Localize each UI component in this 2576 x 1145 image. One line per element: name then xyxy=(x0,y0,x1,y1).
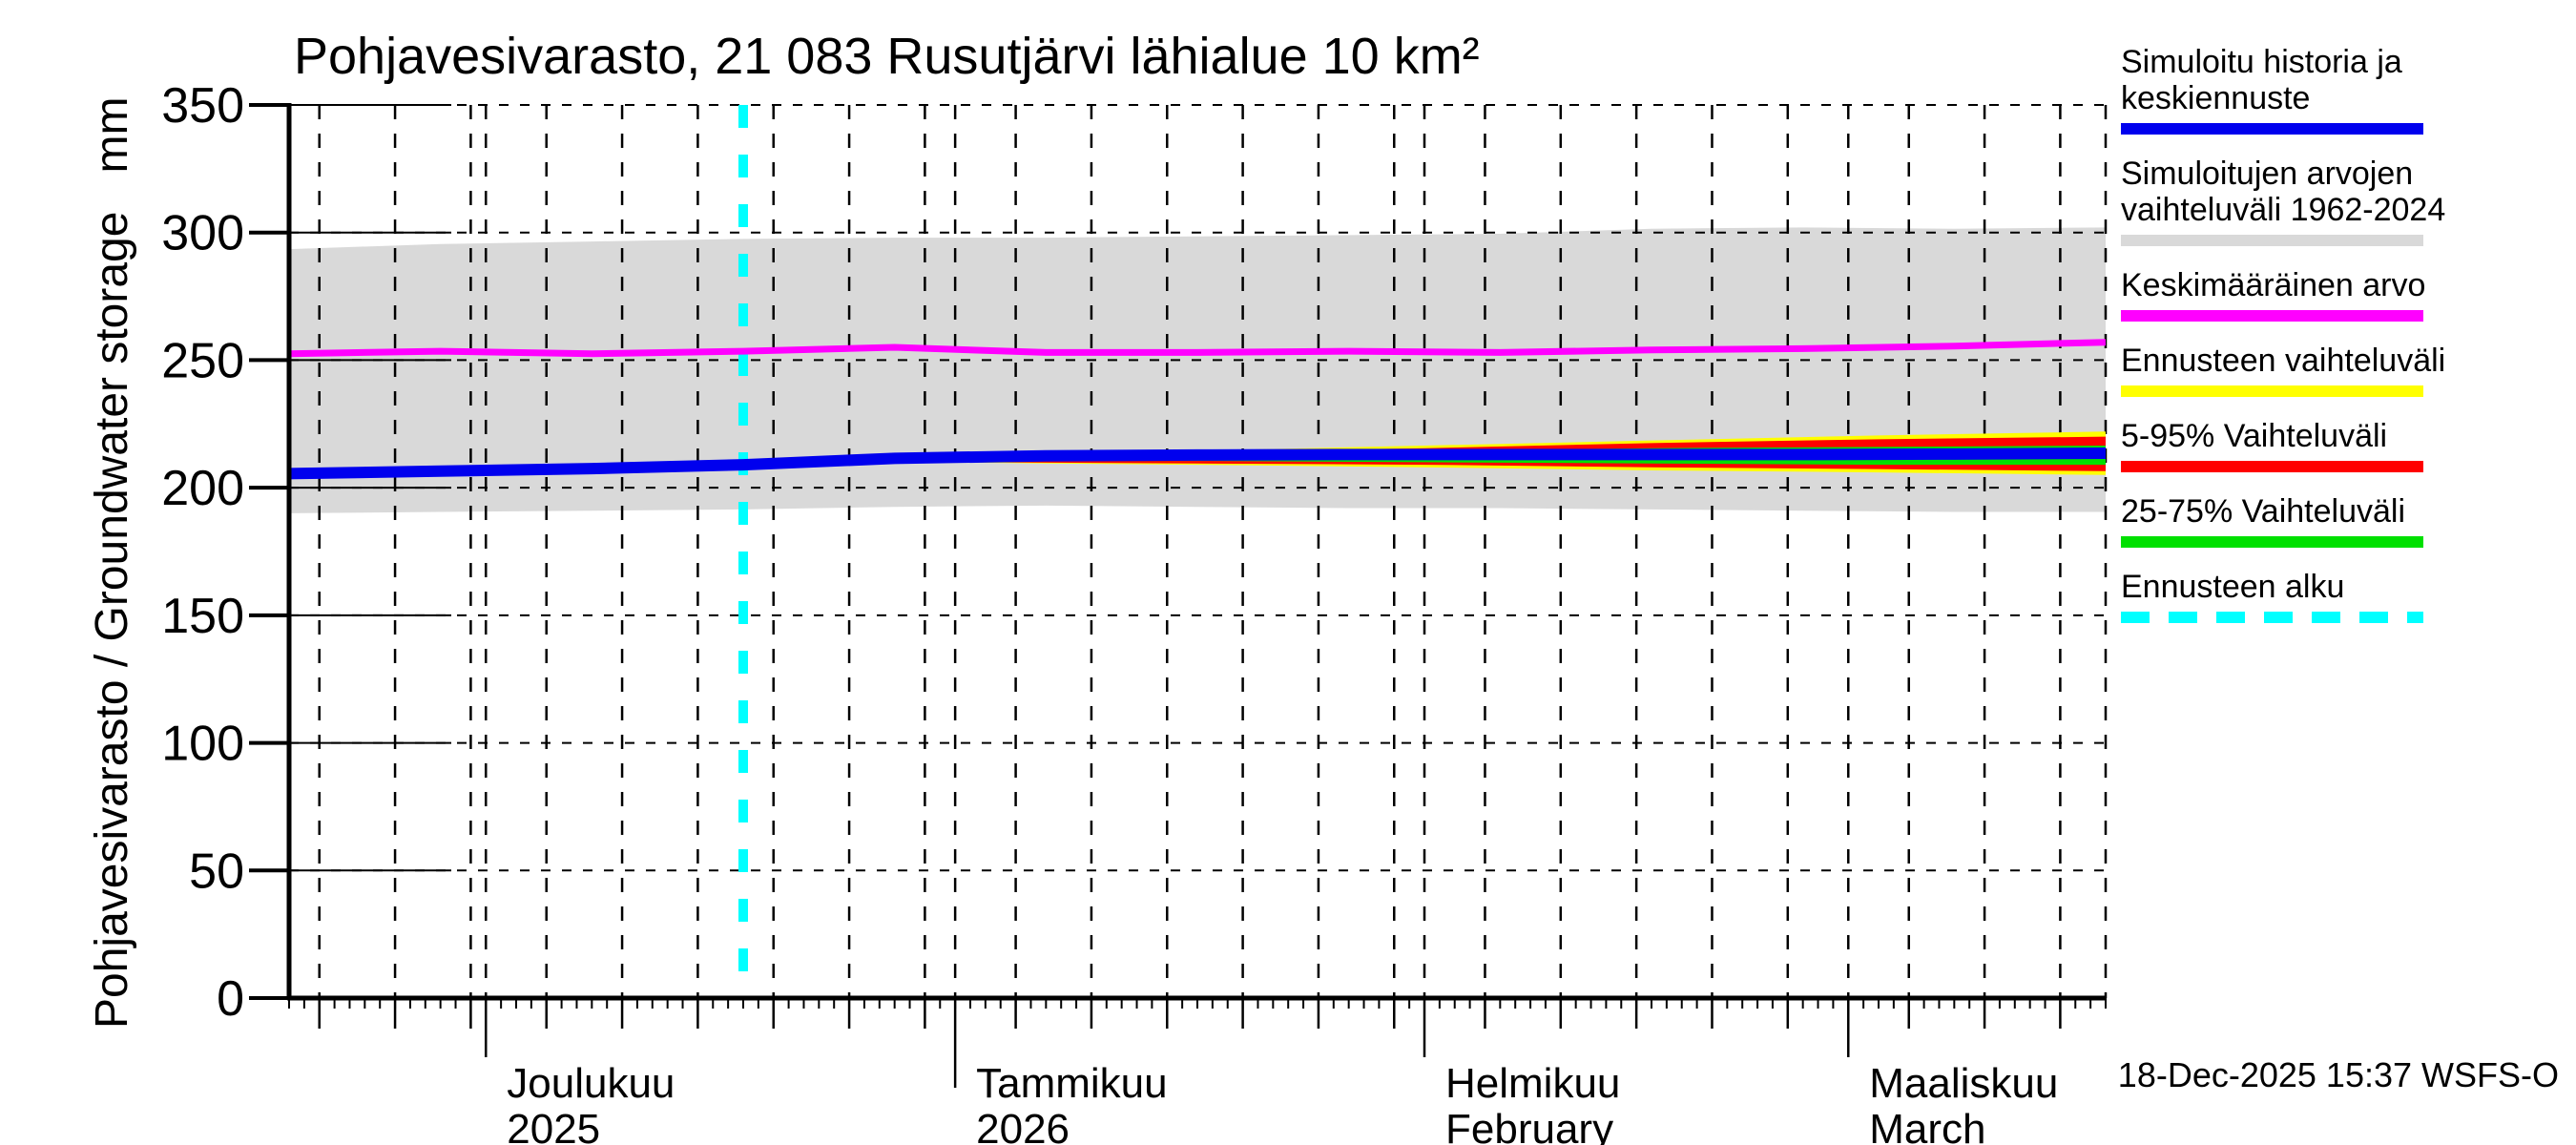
legend-label: Ennusteen alku xyxy=(2121,569,2345,605)
legend-item-forecast-start: Ennusteen alku xyxy=(2121,569,2569,623)
month-label: Joulukuu xyxy=(507,1060,675,1107)
legend-item-forecast-range: Ennusteen vaihteluväli xyxy=(2121,343,2569,397)
y-tick-label: 300 xyxy=(161,206,244,261)
y-tick-label: 0 xyxy=(217,971,244,1027)
legend-swatch-cyan-dashed-line xyxy=(2121,612,2423,623)
legend-swatch-red-band xyxy=(2121,461,2423,472)
legend-item-5-95: 5-95% Vaihteluväli xyxy=(2121,418,2569,472)
legend-label: Ennusteen vaihteluväli xyxy=(2121,343,2446,379)
month-sublabel: March xyxy=(1869,1106,1985,1145)
legend-label: Simuloitu historia ja keskiennuste xyxy=(2121,44,2402,116)
y-axis-title: Pohjavesivarasto / Groundwater storage m… xyxy=(87,96,137,1029)
legend-label: Simuloitujen arvojen vaihteluväli 1962-20… xyxy=(2121,156,2446,228)
month-sublabel: February xyxy=(1445,1106,1613,1145)
timestamp: 18-Dec-2025 15:37 WSFS-O xyxy=(2117,1055,2559,1094)
month-sublabel: 2026 xyxy=(976,1106,1070,1145)
month-label: Tammikuu xyxy=(976,1060,1167,1107)
legend-swatch-blue-line xyxy=(2121,123,2423,135)
legend-label: Keskimääräinen arvo xyxy=(2121,267,2426,303)
legend-label: 5-95% Vaihteluväli xyxy=(2121,418,2388,454)
month-label: Helmikuu xyxy=(1445,1060,1620,1107)
month-sublabel: 2025 xyxy=(507,1106,600,1145)
legend: Simuloitu historia ja keskiennuste Simulo… xyxy=(2121,44,2569,644)
month-label: Maaliskuu xyxy=(1869,1060,2058,1107)
legend-item-mean-value: Keskimääräinen arvo xyxy=(2121,267,2569,322)
legend-swatch-magenta-line xyxy=(2121,310,2423,322)
legend-swatch-gray-band xyxy=(2121,235,2423,246)
y-tick-label: 350 xyxy=(161,78,244,134)
median-line xyxy=(288,448,2107,480)
y-tick-label: 200 xyxy=(161,461,244,516)
y-tick-label: 50 xyxy=(189,843,244,899)
legend-item-sim-history: Simuloitu historia ja keskiennuste xyxy=(2121,44,2569,135)
y-tick-label: 150 xyxy=(161,589,244,644)
legend-swatch-yellow-band xyxy=(2121,385,2423,397)
chart-title: Pohjavesivarasto, 21 083 Rusutjärvi lähi… xyxy=(294,28,1480,85)
legend-item-sim-range: Simuloitujen arvojen vaihteluväli 1962-20… xyxy=(2121,156,2569,246)
y-tick-label: 100 xyxy=(161,717,244,772)
y-tick-label: 250 xyxy=(161,333,244,388)
mean-line xyxy=(288,339,2107,358)
legend-item-25-75: 25-75% Vaihteluväli xyxy=(2121,493,2569,548)
legend-swatch-green-band xyxy=(2121,536,2423,548)
legend-label: 25-75% Vaihteluväli xyxy=(2121,493,2405,530)
